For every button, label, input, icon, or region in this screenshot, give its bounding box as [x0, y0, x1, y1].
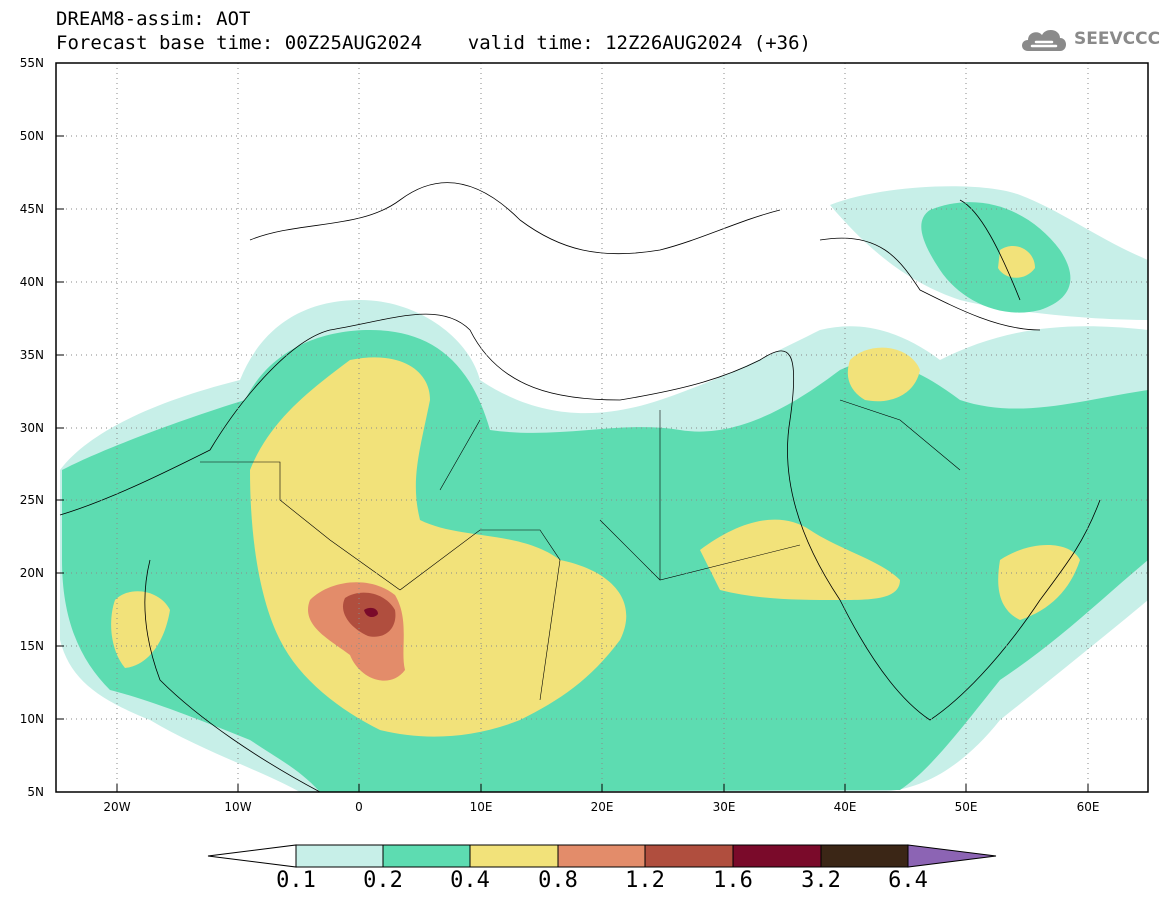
- x-tick-label: 60E: [1076, 800, 1100, 814]
- logo-text: SEEVCCC: [1074, 29, 1161, 49]
- aot-level-0.4-west: [111, 591, 170, 668]
- y-tick-label: 45N: [19, 202, 44, 216]
- aot-field: [59, 182, 1148, 792]
- y-tick-label: 55N: [19, 56, 44, 70]
- colorbar-label: 6.4: [888, 868, 928, 893]
- aot-level-0.4-arabia: [998, 545, 1080, 620]
- colorbar-bin-1: [295, 844, 384, 868]
- colorbar-label: 3.2: [801, 868, 841, 893]
- colorbar-bin-4: [557, 844, 646, 868]
- coastlines: [59, 182, 1101, 792]
- y-tick-label: 50N: [19, 129, 44, 143]
- colorbar-bin-7: [820, 844, 909, 868]
- aot-level-0.4-iraq: [847, 347, 920, 402]
- colorbar-under: [207, 844, 297, 868]
- chart-title: DREAM8-assim: AOT: [56, 8, 251, 30]
- colorbar-label: 1.6: [713, 868, 753, 893]
- colorbar-label: 0.8: [538, 868, 578, 893]
- colorbar: [207, 844, 997, 868]
- aot-level-0.4-east: [700, 519, 900, 600]
- y-tick-label: 30N: [19, 421, 44, 435]
- colorbar-bin-2: [382, 844, 471, 868]
- colorbar-label: 0.1: [276, 868, 316, 893]
- colorbar-bin-3: [469, 844, 559, 868]
- colorbar-bin-6: [732, 844, 822, 868]
- y-tick-label: 10N: [19, 712, 44, 726]
- seevccc-logo: SEEVCCC: [1018, 22, 1160, 56]
- colorbar-label: 0.4: [450, 868, 490, 893]
- x-tick-label: 10W: [224, 800, 252, 814]
- graticule: [56, 63, 1148, 792]
- chart-subtitle-times: Forecast base time: 00Z25AUG2024 valid t…: [56, 32, 811, 54]
- colorbar-label: 0.2: [363, 868, 403, 893]
- borders: [200, 399, 961, 701]
- y-tick-label: 5N: [27, 785, 44, 799]
- colorbar-over: [907, 844, 997, 868]
- y-tick-label: 40N: [19, 275, 44, 289]
- x-tick-label: 40E: [833, 800, 857, 814]
- x-tick-label: 20E: [590, 800, 614, 814]
- x-tick-label: 30E: [712, 800, 736, 814]
- colorbar-bin-5: [644, 844, 734, 868]
- x-tick-label: 20W: [103, 800, 131, 814]
- aot-level-1.6: [364, 607, 378, 618]
- colorbar-label: 1.2: [625, 868, 665, 893]
- aot-level-0.2-caspian: [921, 202, 1071, 313]
- cloud-icon: [1022, 29, 1066, 51]
- x-tick-label: 50E: [954, 800, 978, 814]
- y-tick-label: 35N: [19, 348, 44, 362]
- y-tick-label: 25N: [19, 493, 44, 507]
- y-tick-label: 20N: [19, 566, 44, 580]
- tick-marks: [56, 62, 1089, 793]
- x-tick-label: 0: [355, 800, 363, 814]
- x-tick-label: 10E: [469, 800, 493, 814]
- y-tick-label: 15N: [19, 639, 44, 653]
